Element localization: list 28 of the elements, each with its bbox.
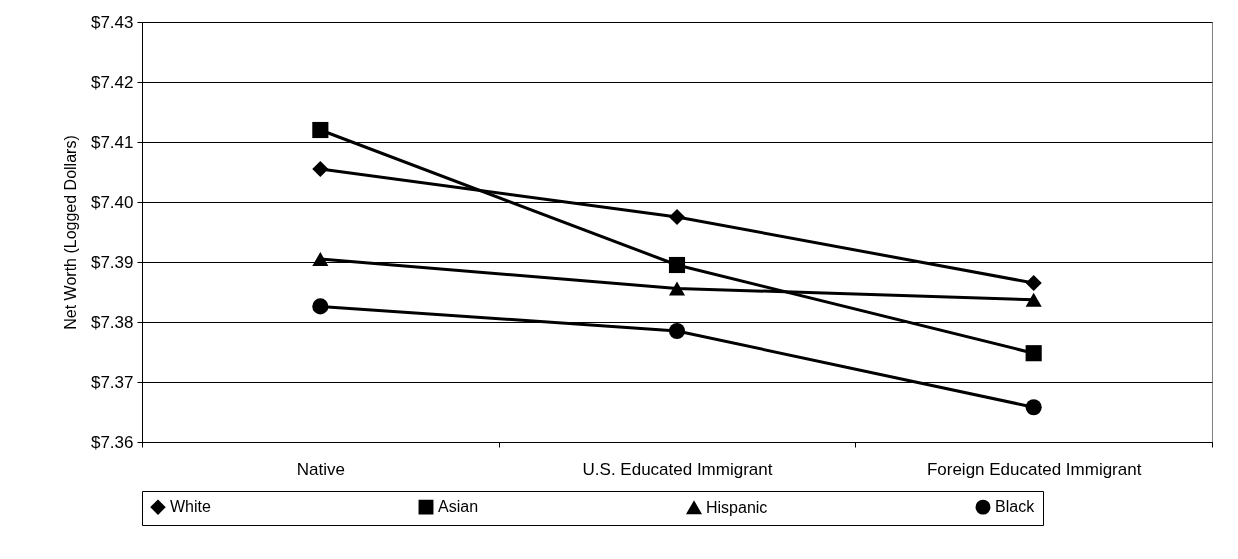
legend-label: Asian: [438, 498, 479, 516]
point: [312, 252, 329, 266]
point: [1025, 345, 1042, 362]
y-tick-label: $7.43: [90, 12, 134, 32]
y-tick-label: $7.36: [90, 432, 134, 452]
y-tick-label: $7.38: [90, 312, 134, 332]
point: [668, 256, 686, 274]
x-tick-label: Native: [296, 459, 345, 479]
x-tick-label: U.S. Educated Immigrant: [582, 459, 773, 479]
point: [668, 322, 686, 340]
point: [1025, 274, 1042, 292]
x-tick-label: Foreign Educated Immigrant: [926, 459, 1142, 479]
legend-label: White: [170, 498, 211, 516]
point: [668, 208, 686, 226]
point: [668, 281, 686, 296]
y-tick-label: $7.39: [90, 252, 134, 272]
point: [312, 298, 329, 315]
point: [312, 160, 329, 178]
y-tick-label: $7.42: [90, 72, 134, 92]
point: [1025, 399, 1042, 416]
y-axis-title: Net Worth (Logged Dollars): [61, 135, 79, 330]
legend-label: Black: [995, 498, 1036, 516]
y-tick-label: $7.37: [90, 372, 134, 392]
point: [1025, 292, 1042, 307]
point: [312, 121, 329, 139]
y-tick-label: $7.40: [90, 192, 134, 212]
y-tick-label: $7.41: [90, 132, 134, 152]
legend-label: Hispanic: [706, 498, 768, 516]
